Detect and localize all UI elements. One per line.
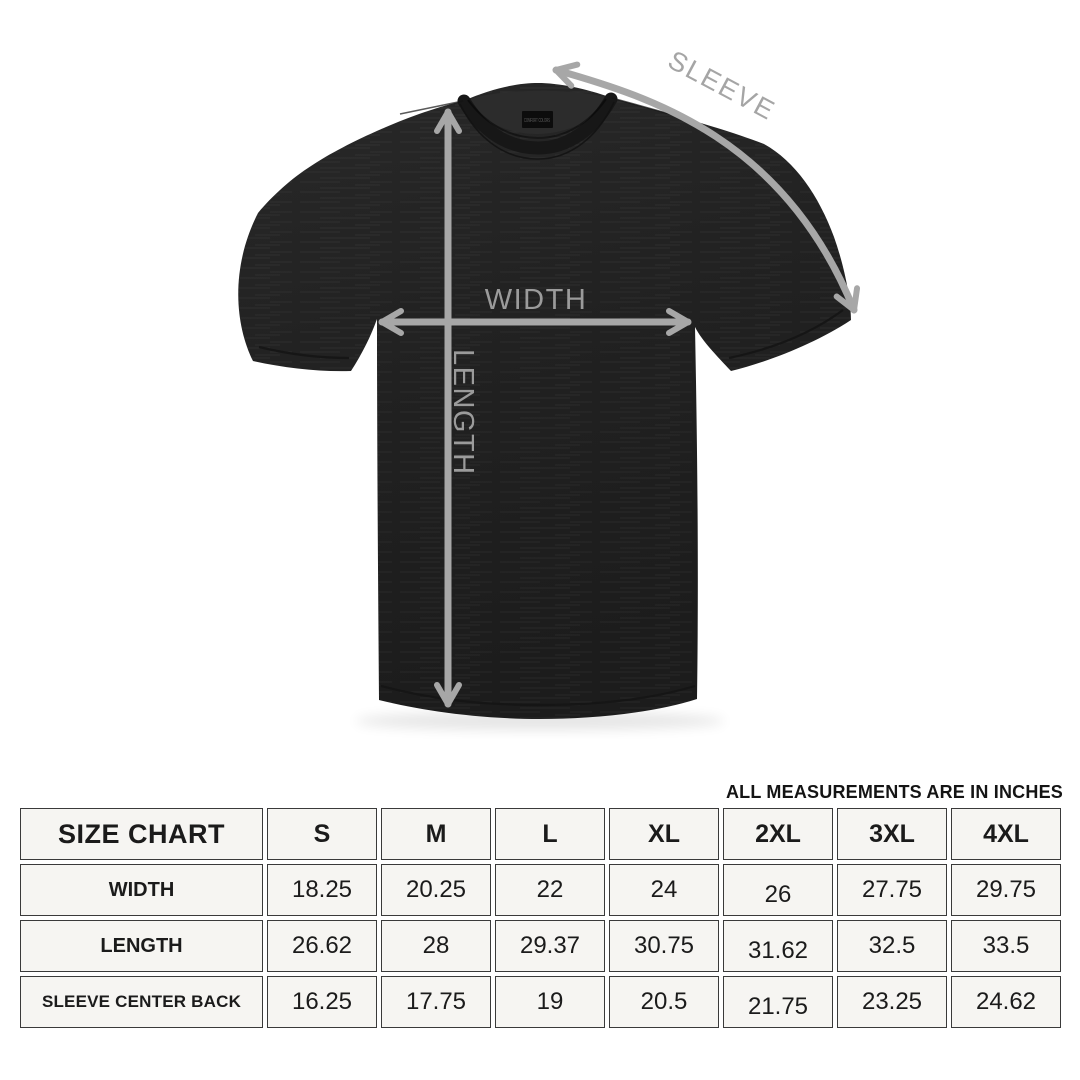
- value-cell: 24.62: [951, 976, 1061, 1028]
- value-text: 19: [536, 988, 564, 1015]
- value-text: 20.25: [405, 876, 467, 903]
- value-text: 24: [650, 876, 678, 903]
- measurement-arrows: [378, 61, 861, 708]
- value-text: 26.62: [291, 932, 353, 959]
- size-chart-table: SIZE CHART S M L XL 2XL 3XL 4XL WIDTH 18…: [16, 804, 1065, 1032]
- value-text: 18.25: [291, 876, 353, 903]
- value-cell: 22: [495, 864, 605, 916]
- size-col-header-2xl: 2XL: [723, 808, 833, 860]
- value-cell: 23.25: [837, 976, 947, 1028]
- value-cell: 28: [381, 920, 491, 972]
- table-row-length: LENGTH 26.62 28 29.37 30.75 31.62 32.5 3…: [20, 920, 1061, 972]
- size-col-header-s: S: [267, 808, 377, 860]
- size-col-header-4xl: 4XL: [951, 808, 1061, 860]
- value-cell: 20.5: [609, 976, 719, 1028]
- value-text: 23.25: [861, 988, 923, 1015]
- value-cell: 29.75: [951, 864, 1061, 916]
- tshirt-measurement-diagram: COMFORT COLORS: [238, 45, 861, 730]
- value-text: 16.25: [291, 988, 353, 1015]
- value-text: 31.62: [747, 937, 809, 964]
- value-cell: 27.75: [837, 864, 947, 916]
- value-cell: 21.75: [723, 976, 833, 1028]
- brand-tag: COMFORT COLORS: [522, 111, 553, 128]
- value-text: 29.37: [519, 932, 581, 959]
- value-text: 24.62: [975, 988, 1037, 1015]
- size-col-header-xl: XL: [609, 808, 719, 860]
- value-cell: 32.5: [837, 920, 947, 972]
- table-header-row: SIZE CHART S M L XL 2XL 3XL 4XL: [20, 808, 1061, 860]
- value-cell: 29.37: [495, 920, 605, 972]
- value-text: 26: [764, 881, 792, 908]
- value-cell: 33.5: [951, 920, 1061, 972]
- value-text: 33.5: [982, 932, 1030, 959]
- width-arrow-label: WIDTH: [485, 284, 588, 316]
- shirt-shadow: [355, 712, 725, 730]
- svg-text:COMFORT COLORS: COMFORT COLORS: [524, 118, 550, 124]
- value-text: 29.75: [975, 876, 1037, 903]
- value-cell: 19: [495, 976, 605, 1028]
- row-label-width: WIDTH: [20, 864, 263, 916]
- table-title-cell: SIZE CHART: [20, 808, 263, 860]
- value-cell: 26.62: [267, 920, 377, 972]
- length-arrow-label: LENGTH: [447, 349, 479, 476]
- table-row-width: WIDTH 18.25 20.25 22 24 26 27.75 29.75: [20, 864, 1061, 916]
- size-col-header-m: M: [381, 808, 491, 860]
- tshirt-silhouette: COMFORT COLORS: [238, 83, 851, 719]
- value-cell: 18.25: [267, 864, 377, 916]
- value-cell: 17.75: [381, 976, 491, 1028]
- measurement-note: ALL MEASUREMENTS ARE IN INCHES: [725, 782, 1063, 802]
- value-cell: 31.62: [723, 920, 833, 972]
- table-row-sleeve: SLEEVE CENTER BACK 16.25 17.75 19 20.5 2…: [20, 976, 1061, 1028]
- value-text: 30.75: [633, 932, 695, 959]
- value-cell: 20.25: [381, 864, 491, 916]
- row-label-sleeve-center-back: SLEEVE CENTER BACK: [20, 976, 263, 1028]
- value-cell: 16.25: [267, 976, 377, 1028]
- value-text: 22: [536, 876, 564, 903]
- value-text: 28: [422, 932, 450, 959]
- size-col-header-l: L: [495, 808, 605, 860]
- value-text: 21.75: [747, 993, 809, 1020]
- value-cell: 30.75: [609, 920, 719, 972]
- size-col-header-3xl: 3XL: [837, 808, 947, 860]
- value-text: 32.5: [868, 932, 916, 959]
- row-label-length: LENGTH: [20, 920, 263, 972]
- value-text: 27.75: [861, 876, 923, 903]
- sleeve-arrow: [552, 61, 861, 314]
- value-cell: 26: [723, 864, 833, 916]
- value-text: 17.75: [405, 988, 467, 1015]
- tshirt-graphic: COMFORT COLORS: [238, 45, 861, 730]
- value-text: 20.5: [640, 988, 688, 1015]
- value-cell: 24: [609, 864, 719, 916]
